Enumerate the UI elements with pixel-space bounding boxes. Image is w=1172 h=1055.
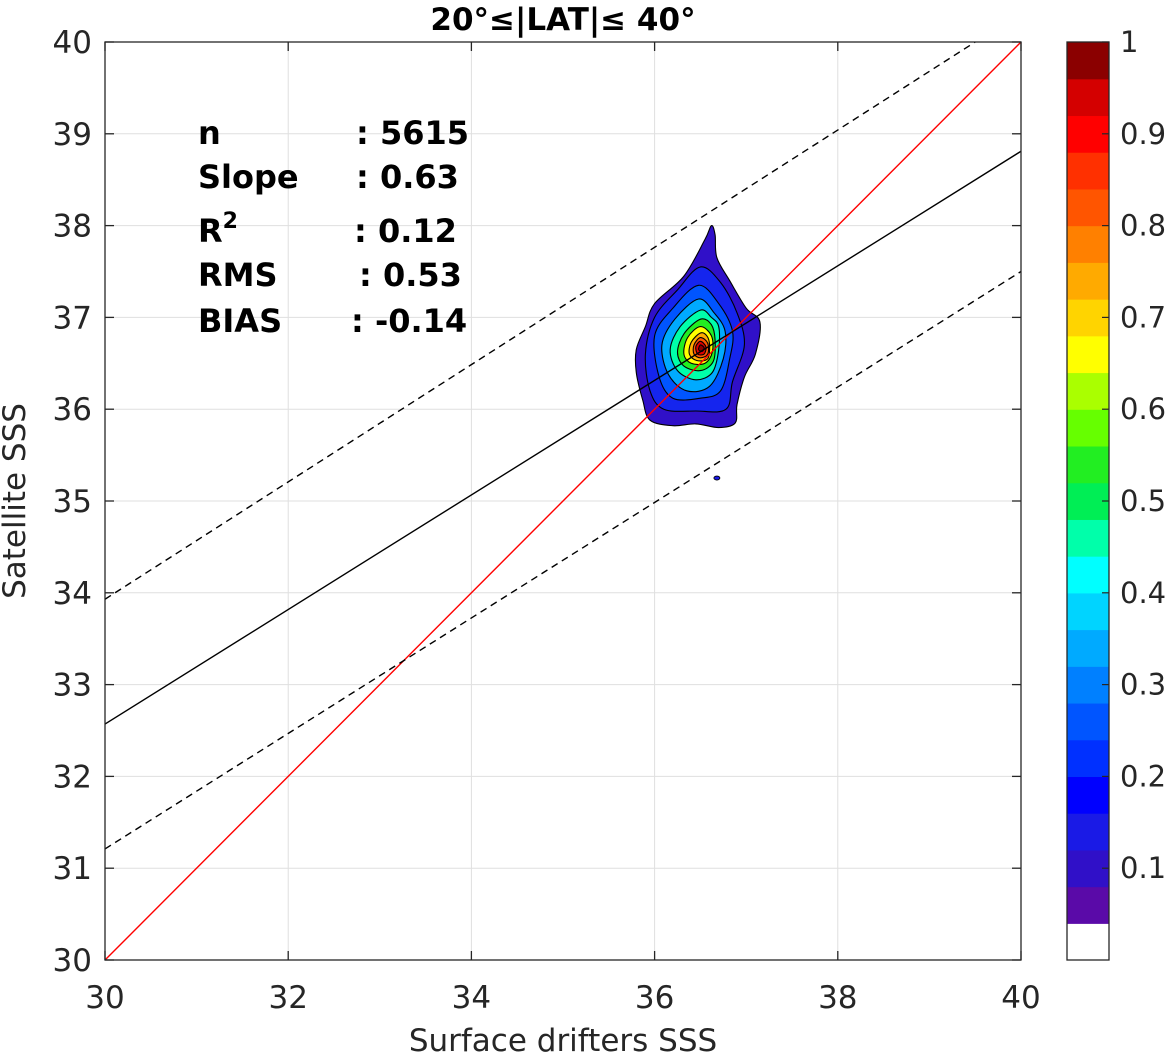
stat-slope-value: : 0.63 [356,158,459,196]
stat-rms-value: : 0.53 [359,256,462,294]
colorbar-tick-label-0.8: 0.8 [1120,209,1166,243]
y-tick-label-30: 30 [53,943,92,979]
colorbar-bands [1067,42,1109,961]
colorbar-tick-label-0.9: 0.9 [1120,117,1166,151]
colorbar-band-9 [1067,592,1109,631]
regression-line [105,150,1021,725]
y-tick-label-33: 33 [53,668,92,704]
statistics-annotation: n : 5615 Slope : 0.63 R2 : 0.12 RMS : 0.… [198,114,469,340]
colorbar-band-1 [1067,886,1109,924]
x-tick-label-32: 32 [268,980,307,1016]
stat-slope-label: Slope [198,158,299,196]
x-tick-label-40: 40 [1001,980,1040,1016]
colorbar-tick-label-0.4: 0.4 [1120,576,1166,610]
y-tick-label-31: 31 [53,851,92,887]
colorbar-band-5 [1067,739,1109,777]
y-tick-label-32: 32 [53,759,92,795]
chart-title: 20°≤|LAT|≤ 40° [430,2,695,38]
stat-r2-superscript: 2 [223,209,238,234]
x-axis-label: Surface drifters SSS [409,1023,717,1055]
colorbar: 0.1 0.2 0.3 0.4 0.5 0.6 0.7 0.8 0.9 1 [1066,25,1166,961]
stat-n-value: : 5615 [356,114,469,152]
colorbar-tick-label-0.3: 0.3 [1120,668,1166,702]
colorbar-band-23 [1067,78,1109,117]
y-tick-label-39: 39 [53,117,92,153]
axis-ticks: 30 32 34 36 38 40 30 31 32 33 34 35 36 37 38 39 40 [53,25,1041,1016]
stat-bias-label: BIAS [198,302,282,340]
colorbar-ticks: 0.1 0.2 0.3 0.4 0.5 0.6 0.7 0.8 0.9 1 [1102,25,1166,885]
colorbar-band-11 [1067,519,1109,557]
colorbar-band-4 [1067,776,1109,814]
y-tick-label-40: 40 [53,25,92,61]
y-tick-label-37: 37 [53,300,92,336]
colorbar-band-18 [1067,262,1109,300]
stat-rms-label: RMS [198,256,278,294]
stat-r2-label: R2 [198,209,238,250]
colorbar-band-15 [1067,372,1109,410]
colorbar-band-20 [1067,188,1109,227]
colorbar-band-24 [1067,42,1109,80]
stat-bias-value: : -0.14 [351,302,467,340]
upper-bound-line [105,42,976,600]
colorbar-tick-label-0.6: 0.6 [1120,392,1166,426]
y-axis-label: Satellite SSS [0,403,33,599]
colorbar-band-21 [1067,152,1109,190]
stat-r2-base: R [198,212,223,250]
colorbar-band-14 [1067,409,1109,447]
colorbar-tick-label-0.1: 0.1 [1120,851,1166,885]
x-tick-label-34: 34 [452,980,491,1016]
y-tick-label-35: 35 [53,484,92,520]
one-to-one-line [105,42,1021,960]
stat-r2-value: : 0.12 [354,212,457,250]
colorbar-tick-label-0.2: 0.2 [1120,759,1166,793]
x-tick-label-38: 38 [818,980,857,1016]
stat-n-label: n [198,114,221,152]
y-tick-label-34: 34 [53,576,92,612]
colorbar-band-13 [1067,445,1109,484]
colorbar-band-6 [1067,702,1109,741]
colorbar-band-10 [1067,556,1109,594]
colorbar-band-3 [1067,813,1109,851]
colorbar-band-8 [1067,629,1109,667]
colorbar-band-0 [1067,923,1109,961]
outlier-point [713,475,721,481]
x-tick-label-36: 36 [635,980,674,1016]
colorbar-tick-label-0.5: 0.5 [1120,484,1166,518]
x-tick-label-30: 30 [85,980,124,1016]
lower-bound-line [105,270,1021,850]
y-tick-label-36: 36 [53,392,92,428]
reference-lines [105,42,1021,960]
colorbar-tick-label-0.7: 0.7 [1120,300,1166,334]
colorbar-band-16 [1067,335,1109,374]
colorbar-tick-label-1: 1 [1120,25,1138,59]
density-contours [634,224,761,481]
y-tick-label-38: 38 [53,209,92,245]
colorbar-band-19 [1067,225,1109,263]
